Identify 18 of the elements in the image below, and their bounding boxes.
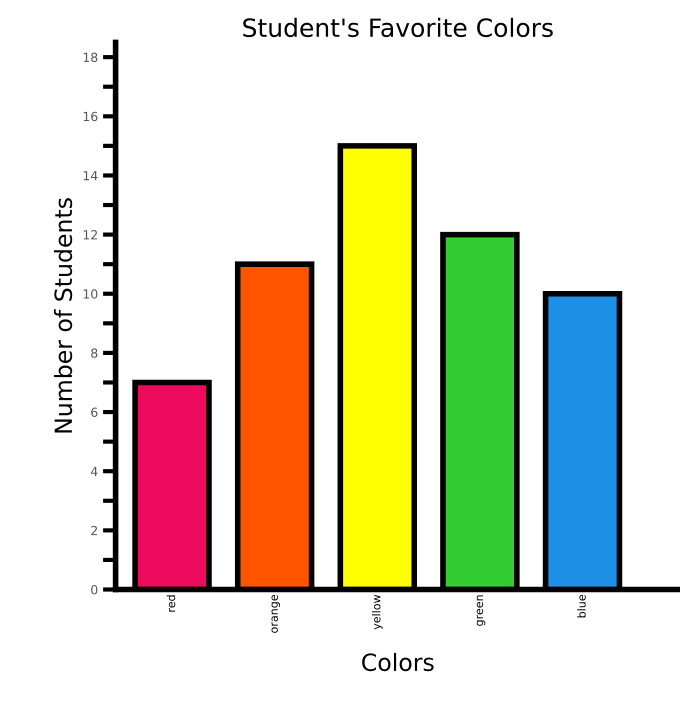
y-tick-label: 16 [84, 112, 98, 122]
y-tick-label: 14 [84, 171, 98, 180]
chart-title: Student's Favorite Colors [243, 18, 553, 38]
y-tick-label: 0 [91, 584, 98, 594]
y-tick-label: 12 [84, 230, 97, 240]
x-tick-label: orange [272, 594, 280, 633]
x-tick-label: green [476, 595, 486, 626]
y-tick-label: 2 [91, 526, 97, 536]
y-tick-label: 8 [91, 348, 98, 358]
y-axis-title: Number of Students [54, 198, 72, 433]
y-tick-label: 10 [84, 289, 98, 299]
x-tick-label: red [166, 595, 176, 612]
x-axis-title: Colors [362, 652, 434, 672]
y-tick-label: 18 [84, 52, 98, 62]
x-tick-label: blue [577, 594, 586, 618]
y-tick-label: 6 [91, 408, 98, 417]
y-tick-label: 4 [90, 466, 98, 476]
x-tick-label: yellow [372, 594, 383, 630]
